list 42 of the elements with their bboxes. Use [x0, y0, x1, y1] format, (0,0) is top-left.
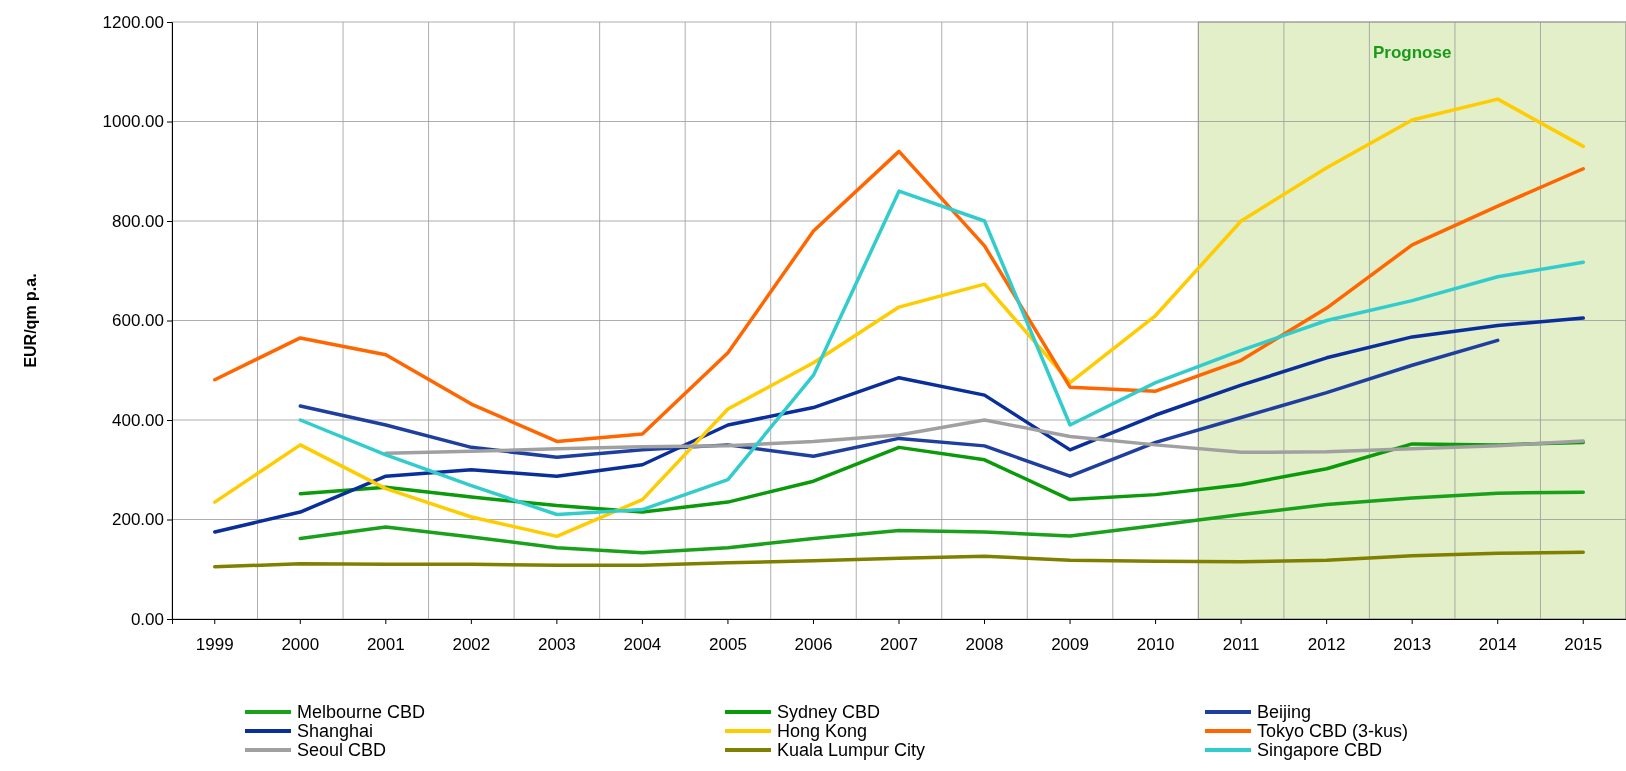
x-tick-label: 2011 [1222, 635, 1260, 655]
x-tick-label: 1999 [195, 635, 234, 655]
y-tick-label: 800.00 [112, 211, 164, 231]
x-tick-label: 2000 [281, 635, 320, 655]
y-tick-label: 1000.00 [102, 112, 164, 132]
x-tick-label: 2009 [1051, 635, 1089, 655]
x-tick-label: 2010 [1136, 635, 1175, 655]
line-series [298, 490, 1585, 555]
legend-label: Sydney CBD [777, 702, 881, 722]
x-tick-label: 2013 [1393, 635, 1432, 655]
line-series [213, 149, 1585, 444]
legend-label: Melbourne CBD [297, 702, 426, 722]
y-axis-title: EUR/qm p.a. [22, 273, 39, 368]
y-tick-label: 0.00 [130, 609, 164, 629]
legend-label: Tokyo CBD (3-kus) [1257, 721, 1409, 741]
legend-label: Hong Kong [777, 721, 868, 741]
line-series [213, 316, 1585, 534]
legend-label: Shanghai [297, 721, 374, 741]
y-tick-label: 400.00 [112, 410, 164, 430]
legend-label: Beijing [1257, 702, 1312, 722]
x-tick-label: 2005 [709, 635, 747, 655]
x-tick-label: 2015 [1564, 635, 1603, 655]
x-tick-label: 2002 [452, 635, 491, 655]
y-tick-label: 200.00 [112, 510, 164, 530]
y-tick-label: 1200.00 [102, 12, 164, 32]
x-tick-label: 2006 [794, 635, 833, 655]
y-tick-label: 600.00 [112, 311, 164, 331]
x-tick-label: 2003 [537, 635, 576, 655]
legend-label: Singapore CBD [1257, 740, 1383, 760]
x-tick-label: 2008 [965, 635, 1004, 655]
legend-label: Seoul CBD [297, 740, 387, 760]
x-tick-label: 2004 [623, 635, 662, 655]
x-tick-label: 2014 [1478, 635, 1517, 655]
x-tick-label: 2012 [1307, 635, 1346, 655]
legend-label: Kuala Lumpur City [777, 740, 926, 760]
x-tick-label: 2007 [880, 635, 918, 655]
line-series [298, 338, 1500, 478]
band-label: Prognose [1372, 43, 1452, 62]
line-series [213, 550, 1585, 569]
line-series [213, 97, 1585, 539]
x-tick-label: 2001 [366, 635, 405, 655]
line-series [298, 189, 1585, 517]
